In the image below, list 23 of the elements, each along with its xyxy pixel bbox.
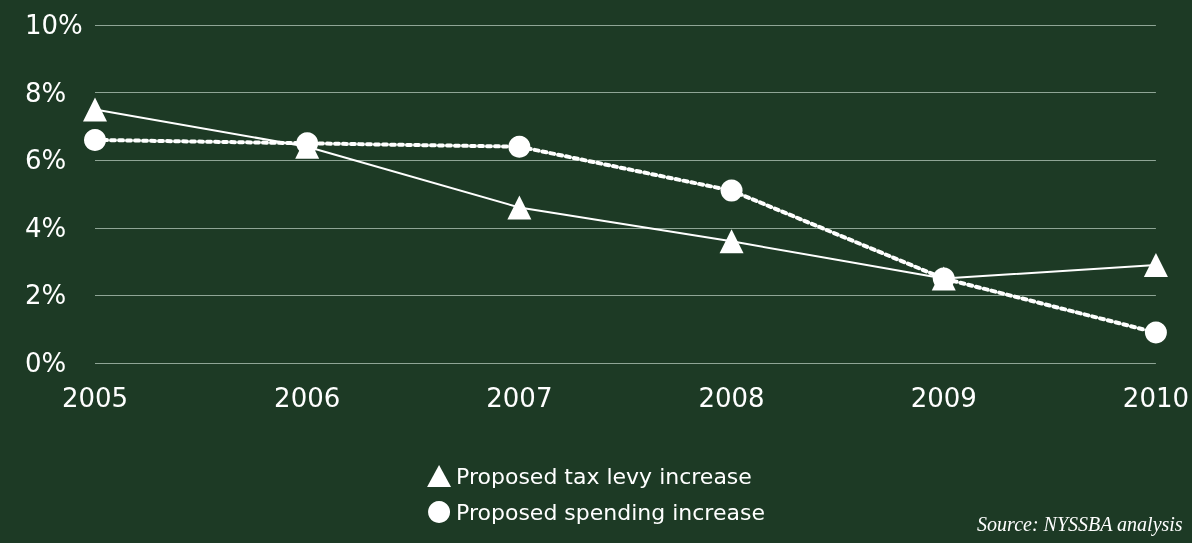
legend-label: Proposed spending increase [456,499,765,525]
y-tick-label: 8% [25,77,67,108]
point [1143,252,1168,277]
point [720,179,743,202]
point [719,229,744,254]
point [84,128,106,151]
x-tick-label: 2009 [910,383,977,413]
y-tick-label: 2% [25,280,67,311]
x-tick-label: 2008 [698,383,765,413]
x-tick-label: 2006 [274,383,341,413]
x-tick-label: 2005 [61,383,129,413]
y-tick-label: 0% [25,348,67,378]
y-tick-label: 4% [25,212,67,243]
point [1144,321,1167,344]
x-tick-label: 2007 [486,383,553,413]
legend-label: Proposed tax levy increase [456,463,752,489]
source-note: Source: NYSSBA analysis [977,513,1183,536]
point [508,135,531,158]
y-tick-label: 6% [25,145,67,176]
x-tick-label: 2010 [1122,383,1189,413]
point [83,97,107,122]
point [507,195,532,220]
y-tick-label: 10% [25,10,83,40]
